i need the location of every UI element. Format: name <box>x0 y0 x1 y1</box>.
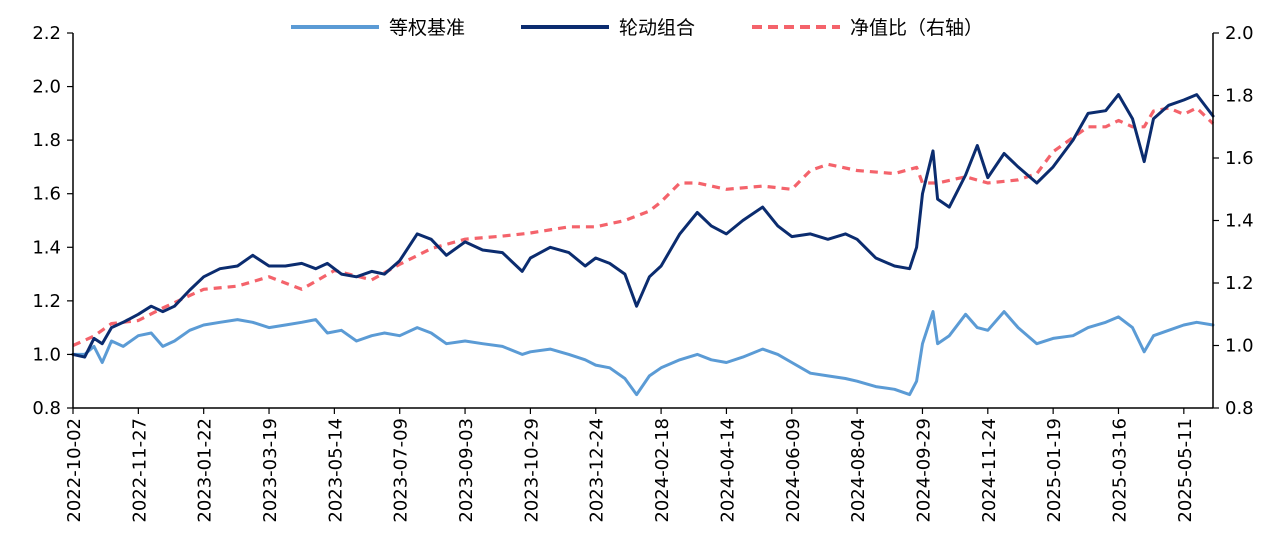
x-tick-label: 2023-03-19 <box>260 418 281 523</box>
left-y-tick-label: 2.2 <box>32 23 61 44</box>
left-y-tick-label: 1.8 <box>32 130 61 151</box>
right-y-tick-label: 0.8 <box>1225 398 1254 419</box>
right-y-tick-label: 1.0 <box>1225 336 1254 357</box>
x-tick-label: 2024-08-04 <box>848 418 869 523</box>
left-y-tick-label: 1.0 <box>32 344 61 365</box>
axes <box>72 33 1214 409</box>
left-y-tick-label: 1.4 <box>32 237 61 258</box>
x-tick-label: 2024-04-14 <box>717 418 738 523</box>
x-tick-label: 2023-05-14 <box>325 418 346 523</box>
legend-label-0: 等权基准 <box>389 17 465 39</box>
x-tick-label: 2022-10-02 <box>64 418 85 523</box>
x-tick-label: 2025-03-16 <box>1109 418 1130 523</box>
series-line-2 <box>72 106 1215 347</box>
x-tick-label: 2024-09-29 <box>913 418 934 523</box>
legend-label-1: 轮动组合 <box>619 17 695 39</box>
x-tick-label: 2024-02-18 <box>652 418 673 523</box>
x-tick-label: 2024-11-24 <box>979 418 1000 523</box>
legend: 等权基准 轮动组合 净值比（右轴） <box>291 17 983 39</box>
x-tick-label: 2023-09-03 <box>456 418 477 523</box>
left-y-tick-label: 1.2 <box>32 291 61 312</box>
right-y-tick-label: 1.2 <box>1225 273 1254 294</box>
series-line-0 <box>71 310 1215 397</box>
right-y-tick-label: 2.0 <box>1225 23 1254 44</box>
x-tick-label: 2022-11-27 <box>129 418 150 523</box>
x-tick-label: 2025-01-19 <box>1044 418 1065 523</box>
right-y-tick-label: 1.6 <box>1225 148 1254 169</box>
right-y-tick-label: 1.8 <box>1225 86 1254 107</box>
x-tick-label: 2024-06-09 <box>783 418 804 523</box>
left-y-tick-label: 1.6 <box>32 184 61 205</box>
series-layer <box>71 93 1215 397</box>
legend-label-2: 净值比（右轴） <box>850 17 983 39</box>
left-y-tick-label: 2.0 <box>32 77 61 98</box>
right-y-tick-label: 1.4 <box>1225 211 1254 232</box>
x-tick-label: 2023-10-29 <box>521 418 542 523</box>
x-tick-label: 2023-07-09 <box>391 418 412 523</box>
x-ticks: 2022-10-02 2022-11-27 2023-01-22 2023-03-19… <box>64 408 1196 523</box>
series-line-1 <box>71 93 1215 359</box>
right-y-ticks: 0.8 1.0 1.2 1.4 1.6 1.8 2.0 <box>1213 23 1254 419</box>
left-y-tick-label: 0.8 <box>32 398 61 419</box>
left-y-ticks: 0.8 1.0 1.2 1.4 1.6 1.8 2.0 2.2 <box>32 23 73 419</box>
x-tick-label: 2023-01-22 <box>195 418 216 523</box>
x-tick-label: 2025-05-11 <box>1175 418 1196 523</box>
x-tick-label: 2023-12-24 <box>587 418 608 523</box>
